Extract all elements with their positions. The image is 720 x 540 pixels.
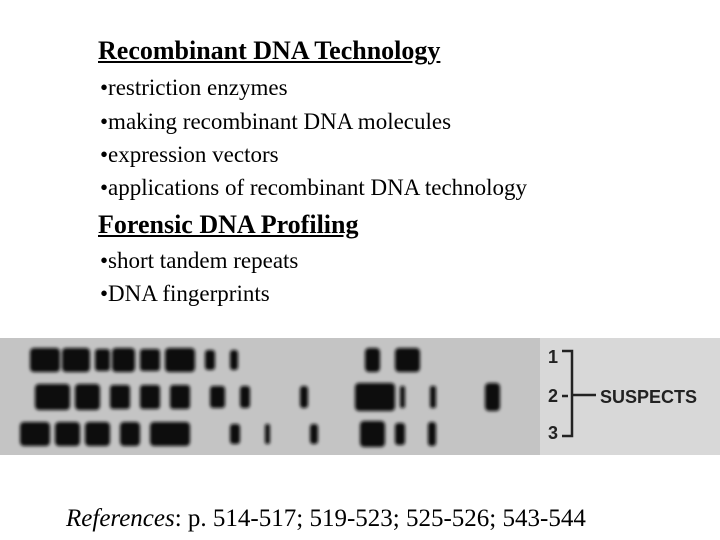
bullet: •DNA fingerprints xyxy=(100,281,270,306)
lane-label: 2 xyxy=(548,386,558,406)
bullet: •short tandem repeats xyxy=(100,248,299,273)
references: References: p. 514-517; 519-523; 525-526… xyxy=(66,505,586,533)
bullet: •making recombinant DNA molecules xyxy=(100,109,452,134)
bullet: •restriction enzymes xyxy=(100,75,288,100)
bullet: •applications of recombinant DNA technol… xyxy=(100,175,528,200)
references-label: References xyxy=(66,505,175,532)
lane-label: 3 xyxy=(548,423,558,443)
bracket xyxy=(562,349,596,438)
lane-label: 1 xyxy=(548,347,558,367)
heading: Recombinant DNA Technology xyxy=(98,36,441,65)
gel-image: 1 2 3 SUSPECTS xyxy=(0,338,720,455)
heading: Forensic DNA Profiling xyxy=(98,210,359,239)
bands xyxy=(20,348,500,447)
group-label: SUSPECTS xyxy=(600,387,697,407)
references-text: : p. 514-517; 519-523; 525-526; 543-544 xyxy=(174,505,586,532)
bullet: •expression vectors xyxy=(100,142,279,167)
